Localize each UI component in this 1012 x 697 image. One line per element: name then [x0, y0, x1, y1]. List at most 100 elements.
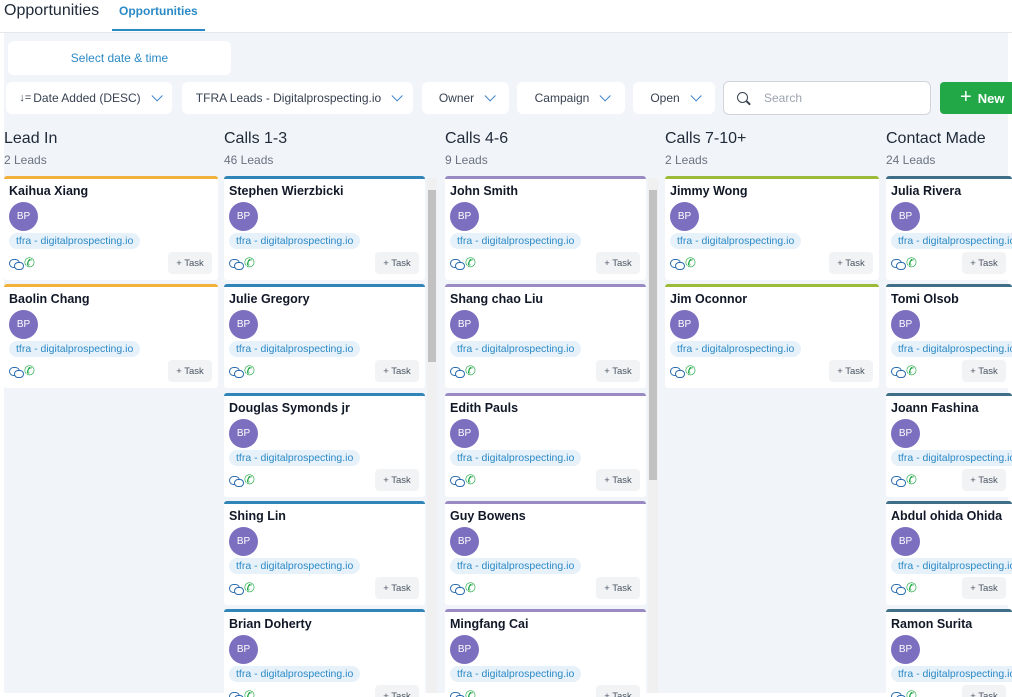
lead-name[interactable]: Douglas Symonds jr	[229, 401, 350, 415]
opportunity-card[interactable]: Baolin Chang BP tfra - digitalprospecting.…	[4, 284, 218, 388]
opportunity-card[interactable]: Shang chao Liu BP tfra - digitalprospectin…	[445, 284, 646, 388]
lead-name[interactable]: Ramon Surita	[891, 617, 973, 631]
campaign-dropdown[interactable]: Campaign	[517, 82, 625, 114]
column-scrollbar[interactable]	[648, 178, 658, 693]
chat-icon[interactable]	[670, 259, 685, 270]
chat-icon[interactable]	[891, 259, 906, 270]
chat-icon[interactable]	[229, 692, 244, 697]
phone-icon[interactable]: ✆	[906, 363, 917, 378]
phone-icon[interactable]: ✆	[685, 255, 696, 270]
lead-name[interactable]: Shing Lin	[229, 509, 286, 523]
owner-dropdown[interactable]: Owner	[422, 82, 509, 114]
phone-icon[interactable]: ✆	[244, 472, 255, 487]
chat-icon[interactable]	[450, 367, 465, 378]
add-task-button[interactable]: + Task	[829, 360, 873, 382]
lead-name[interactable]: Brian Doherty	[229, 617, 312, 631]
phone-icon[interactable]: ✆	[465, 255, 476, 270]
chat-icon[interactable]	[450, 584, 465, 595]
opportunity-card[interactable]: Jimmy Wong BP tfra - digitalprospecting.io…	[665, 176, 879, 280]
opportunity-card[interactable]: Jim Oconnor BP tfra - digitalprospecting.i…	[665, 284, 879, 388]
lead-name[interactable]: Julia Rivera	[891, 184, 962, 198]
scrollbar-thumb[interactable]	[428, 190, 436, 362]
add-task-button[interactable]: + Task	[375, 685, 419, 697]
lead-name[interactable]: Joann Fashina	[891, 401, 979, 415]
lead-name[interactable]: Jimmy Wong	[670, 184, 748, 198]
opportunity-card[interactable]: Douglas Symonds jr BP tfra - digitalprospe…	[224, 393, 425, 497]
add-task-button[interactable]: + Task	[962, 252, 1006, 274]
phone-icon[interactable]: ✆	[244, 580, 255, 595]
add-task-button[interactable]: + Task	[375, 252, 419, 274]
phone-icon[interactable]: ✆	[244, 255, 255, 270]
lead-name[interactable]: Mingfang Cai	[450, 617, 529, 631]
add-task-button[interactable]: + Task	[596, 685, 640, 697]
add-task-button[interactable]: + Task	[962, 577, 1006, 599]
chat-icon[interactable]	[670, 367, 685, 378]
chat-icon[interactable]	[450, 692, 465, 697]
add-task-button[interactable]: + Task	[962, 469, 1006, 491]
opportunity-card[interactable]: Guy Bowens BP tfra - digitalprospecting.io…	[445, 501, 646, 605]
lead-name[interactable]: Abdul ohida Ohida	[891, 509, 1003, 523]
opportunity-card[interactable]: Joann Fashina BP tfra - digitalprospecting…	[886, 393, 1012, 497]
lead-name[interactable]: Guy Bowens	[450, 509, 526, 523]
phone-icon[interactable]: ✆	[465, 472, 476, 487]
opportunity-card[interactable]: Abdul ohida Ohida BP tfra - digitalprospec…	[886, 501, 1012, 605]
opportunity-card[interactable]: John Smith BP tfra - digitalprospecting.io…	[445, 176, 646, 280]
add-task-button[interactable]: + Task	[596, 252, 640, 274]
phone-icon[interactable]: ✆	[906, 580, 917, 595]
lead-name[interactable]: Shang chao Liu	[450, 292, 544, 306]
lead-name[interactable]: Kaihua Xiang	[9, 184, 89, 198]
opportunity-card[interactable]: Brian Doherty BP tfra - digitalprospecting…	[224, 609, 425, 697]
add-task-button[interactable]: + Task	[375, 469, 419, 491]
search-input[interactable]	[764, 88, 924, 108]
chat-icon[interactable]	[229, 584, 244, 595]
date-time-picker[interactable]: Select date & time	[8, 41, 231, 75]
column-scrollbar[interactable]	[427, 178, 437, 693]
add-task-button[interactable]: + Task	[962, 360, 1006, 382]
add-task-button[interactable]: + Task	[168, 360, 212, 382]
add-task-button[interactable]: + Task	[829, 252, 873, 274]
chat-icon[interactable]	[450, 476, 465, 487]
chat-icon[interactable]	[229, 259, 244, 270]
lead-name[interactable]: Jim Oconnor	[670, 292, 748, 306]
chat-icon[interactable]	[229, 367, 244, 378]
lead-name[interactable]: John Smith	[450, 184, 519, 198]
phone-icon[interactable]: ✆	[465, 580, 476, 595]
chat-icon[interactable]	[9, 259, 24, 270]
lead-name[interactable]: Baolin Chang	[9, 292, 90, 306]
new-opportunity-button[interactable]: + New	[940, 82, 1012, 114]
sort-dropdown[interactable]: ↓= Date Added (DESC)	[6, 82, 172, 114]
phone-icon[interactable]: ✆	[906, 688, 917, 697]
chat-icon[interactable]	[891, 476, 906, 487]
chat-icon[interactable]	[9, 367, 24, 378]
add-task-button[interactable]: + Task	[596, 469, 640, 491]
tab-opportunities[interactable]: Opportunities	[112, 0, 205, 31]
chat-icon[interactable]	[891, 692, 906, 697]
chat-icon[interactable]	[891, 367, 906, 378]
lead-name[interactable]: Edith Pauls	[450, 401, 519, 415]
phone-icon[interactable]: ✆	[24, 363, 35, 378]
scrollbar-thumb[interactable]	[649, 190, 657, 480]
add-task-button[interactable]: + Task	[375, 577, 419, 599]
phone-icon[interactable]: ✆	[465, 363, 476, 378]
add-task-button[interactable]: + Task	[962, 685, 1006, 697]
opportunity-card[interactable]: Shing Lin BP tfra - digitalprospecting.io ✆…	[224, 501, 425, 605]
pipeline-dropdown[interactable]: TFRA Leads - Digitalprospecting.io	[182, 82, 413, 114]
phone-icon[interactable]: ✆	[244, 363, 255, 378]
phone-icon[interactable]: ✆	[906, 472, 917, 487]
phone-icon[interactable]: ✆	[465, 688, 476, 697]
opportunity-card[interactable]: Kaihua Xiang BP tfra - digitalprospecting.…	[4, 176, 218, 280]
phone-icon[interactable]: ✆	[24, 255, 35, 270]
opportunity-card[interactable]: Mingfang Cai BP tfra - digitalprospecting.…	[445, 609, 646, 697]
phone-icon[interactable]: ✆	[244, 688, 255, 697]
opportunity-card[interactable]: Edith Pauls BP tfra - digitalprospecting.i…	[445, 393, 646, 497]
add-task-button[interactable]: + Task	[596, 360, 640, 382]
lead-name[interactable]: Tomi Olsob	[891, 292, 959, 306]
opportunity-card[interactable]: Stephen Wierzbicki BP tfra - digitalprospe…	[224, 176, 425, 280]
add-task-button[interactable]: + Task	[596, 577, 640, 599]
opportunity-card[interactable]: Julie Gregory BP tfra - digitalprospecting…	[224, 284, 425, 388]
chat-icon[interactable]	[891, 584, 906, 595]
opportunity-card[interactable]: Tomi Olsob BP tfra - digitalprospecting.io…	[886, 284, 1012, 388]
chat-icon[interactable]	[229, 476, 244, 487]
lead-name[interactable]: Stephen Wierzbicki	[229, 184, 344, 198]
phone-icon[interactable]: ✆	[906, 255, 917, 270]
